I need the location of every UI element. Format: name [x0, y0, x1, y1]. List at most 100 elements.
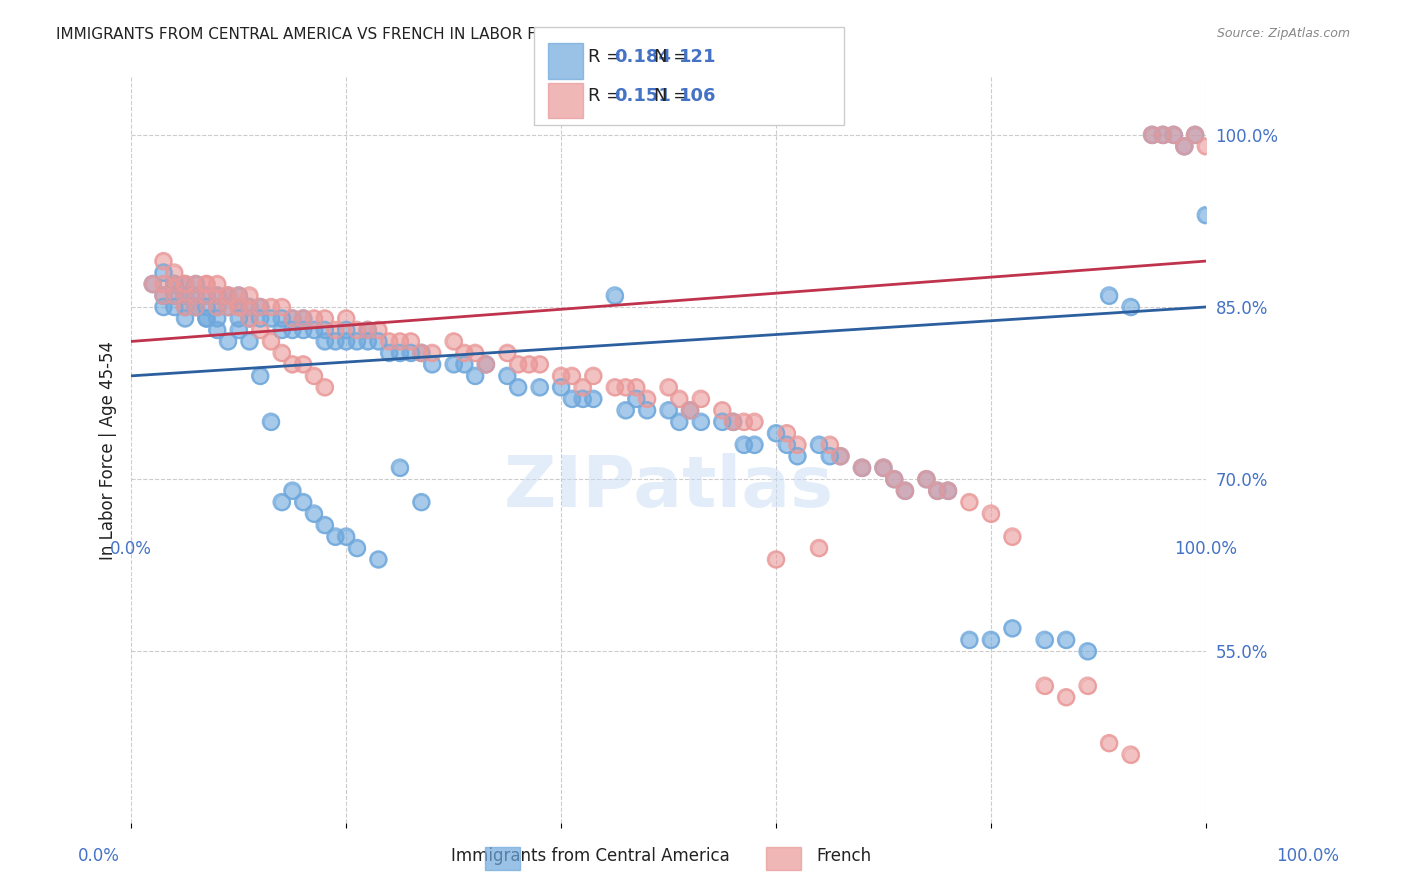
Point [411, 495, 433, 509]
Point [399, 346, 422, 360]
Point [249, 300, 271, 314]
Point [936, 483, 959, 498]
Point [174, 288, 197, 302]
Point [733, 415, 755, 429]
Text: 100.0%: 100.0% [1174, 540, 1237, 558]
Point [325, 530, 347, 544]
Point [679, 403, 702, 417]
Point [217, 300, 239, 314]
Point [174, 277, 197, 291]
Point [184, 300, 207, 314]
Point [776, 426, 799, 441]
Point [281, 323, 304, 337]
Point [195, 300, 218, 314]
Point [420, 357, 443, 371]
Point [184, 288, 207, 302]
Point [957, 495, 980, 509]
Point [281, 311, 304, 326]
Point [464, 346, 486, 360]
Point [571, 380, 593, 394]
Point [1184, 128, 1206, 142]
Point [325, 323, 347, 337]
Point [249, 300, 271, 314]
Point [927, 483, 949, 498]
Point [689, 415, 711, 429]
Point [388, 460, 411, 475]
Point [464, 368, 486, 383]
Point [818, 438, 841, 452]
Text: Source: ZipAtlas.com: Source: ZipAtlas.com [1216, 27, 1350, 40]
Point [270, 323, 292, 337]
Point [980, 507, 1002, 521]
Point [851, 460, 873, 475]
Point [1184, 128, 1206, 142]
Point [281, 357, 304, 371]
Point [228, 288, 250, 302]
Point [818, 449, 841, 463]
Point [217, 288, 239, 302]
Point [292, 323, 315, 337]
Point [367, 552, 389, 566]
Point [174, 288, 197, 302]
Point [228, 323, 250, 337]
Point [249, 300, 271, 314]
Point [1098, 288, 1121, 302]
Point [399, 346, 422, 360]
Point [356, 323, 378, 337]
Point [335, 323, 357, 337]
Point [614, 403, 637, 417]
Point [195, 311, 218, 326]
Point [1184, 128, 1206, 142]
Point [356, 323, 378, 337]
Point [205, 311, 228, 326]
Point [260, 300, 283, 314]
Point [184, 277, 207, 291]
Point [302, 311, 325, 326]
Point [830, 449, 852, 463]
Point [217, 288, 239, 302]
Point [174, 277, 197, 291]
Point [217, 300, 239, 314]
Point [872, 460, 894, 475]
Point [184, 300, 207, 314]
Point [152, 266, 174, 280]
Point [325, 334, 347, 349]
Point [475, 357, 498, 371]
Point [260, 300, 283, 314]
Point [378, 334, 401, 349]
Point [506, 380, 529, 394]
Point [174, 288, 197, 302]
Text: 0.184: 0.184 [614, 47, 672, 66]
Point [195, 277, 218, 291]
Text: R =: R = [588, 87, 627, 105]
Point [1195, 208, 1218, 222]
Point [733, 415, 755, 429]
Point [1119, 300, 1142, 314]
Point [636, 403, 658, 417]
Point [174, 288, 197, 302]
Point [1152, 128, 1174, 142]
Point [302, 368, 325, 383]
Point [270, 346, 292, 360]
Point [281, 311, 304, 326]
Point [238, 300, 260, 314]
Point [786, 438, 808, 452]
Point [614, 380, 637, 394]
Point [152, 277, 174, 291]
Point [238, 288, 260, 302]
Point [281, 311, 304, 326]
Point [1054, 690, 1077, 705]
Point [679, 403, 702, 417]
Point [668, 415, 690, 429]
Point [786, 438, 808, 452]
Point [636, 403, 658, 417]
Point [1119, 300, 1142, 314]
Text: R =: R = [588, 47, 627, 66]
Point [830, 449, 852, 463]
Point [249, 311, 271, 326]
Point [238, 311, 260, 326]
Point [936, 483, 959, 498]
Point [346, 541, 368, 555]
Point [378, 334, 401, 349]
Point [152, 300, 174, 314]
